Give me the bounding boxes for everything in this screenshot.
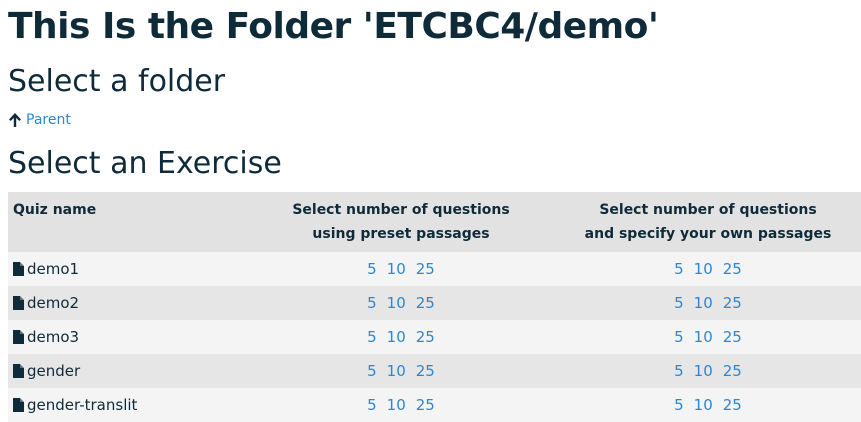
parent-link-row[interactable]: Parent [8, 112, 861, 128]
custom-count-link[interactable]: 25 [722, 260, 742, 278]
quiz-name[interactable]: demo2 [27, 294, 80, 312]
preset-count-link[interactable]: 25 [415, 260, 435, 278]
table-row: demo1 5 10 25 5 10 25 [8, 252, 861, 286]
file-icon [13, 296, 24, 310]
custom-count-link[interactable]: 25 [722, 328, 742, 346]
custom-count-link[interactable]: 10 [693, 294, 713, 312]
preset-count-link[interactable]: 25 [415, 294, 435, 312]
custom-counts-cell: 5 10 25 [555, 286, 861, 320]
preset-count-link[interactable]: 10 [386, 294, 406, 312]
quiz-name[interactable]: demo3 [27, 328, 80, 346]
file-icon [13, 262, 24, 276]
table-row: demo3 5 10 25 5 10 25 [8, 320, 861, 354]
file-icon [13, 398, 24, 412]
select-exercise-heading: Select an Exercise [8, 146, 282, 181]
custom-counts-cell: 5 10 25 [555, 252, 861, 286]
preset-count-link[interactable]: 25 [415, 396, 435, 414]
preset-counts-cell: 5 10 25 [247, 286, 555, 320]
preset-count-link[interactable]: 5 [367, 294, 377, 312]
quiz-item[interactable]: gender-translit [13, 396, 243, 414]
quiz-item[interactable]: gender [13, 362, 243, 380]
custom-counts-cell: 5 10 25 [555, 388, 861, 422]
custom-count-link[interactable]: 5 [674, 260, 684, 278]
custom-count-link[interactable]: 25 [722, 294, 742, 312]
preset-count-link[interactable]: 5 [367, 328, 377, 346]
file-icon [13, 330, 24, 344]
custom-count-link[interactable]: 25 [722, 396, 742, 414]
preset-count-link[interactable]: 10 [386, 260, 406, 278]
custom-count-link[interactable]: 5 [674, 328, 684, 346]
custom-counts-cell: 5 10 25 [555, 320, 861, 354]
custom-count-link[interactable]: 5 [674, 294, 684, 312]
preset-count-link[interactable]: 10 [386, 328, 406, 346]
preset-count-link[interactable]: 5 [367, 260, 377, 278]
preset-counts-cell: 5 10 25 [247, 388, 555, 422]
custom-count-link[interactable]: 10 [693, 396, 713, 414]
custom-count-link[interactable]: 10 [693, 260, 713, 278]
preset-count-link[interactable]: 10 [386, 396, 406, 414]
preset-counts-cell: 5 10 25 [247, 252, 555, 286]
page-title: This Is the Folder 'ETCBC4/demo' [8, 6, 659, 47]
col-header-preset: Select number of questions using preset … [292, 202, 510, 242]
col-header-quiz-name: Quiz name [13, 202, 97, 218]
custom-counts-cell: 5 10 25 [555, 354, 861, 388]
quiz-name[interactable]: gender-translit [27, 396, 138, 414]
col-header-custom: Select number of questions and specify y… [584, 202, 832, 242]
preset-count-link[interactable]: 10 [386, 362, 406, 380]
preset-count-link[interactable]: 5 [367, 362, 377, 380]
exercise-table: Quiz name Select number of questions usi… [8, 192, 861, 422]
preset-count-link[interactable]: 25 [415, 328, 435, 346]
preset-counts-cell: 5 10 25 [247, 354, 555, 388]
custom-count-link[interactable]: 25 [722, 362, 742, 380]
quiz-name-cell: demo3 [8, 320, 247, 354]
file-icon [13, 364, 24, 378]
quiz-item[interactable]: demo1 [13, 260, 243, 278]
quiz-item[interactable]: demo3 [13, 328, 243, 346]
custom-count-link[interactable]: 5 [674, 396, 684, 414]
preset-count-link[interactable]: 25 [415, 362, 435, 380]
quiz-name-cell: demo1 [8, 252, 247, 286]
preset-count-link[interactable]: 5 [367, 396, 377, 414]
preset-counts-cell: 5 10 25 [247, 320, 555, 354]
table-row: gender 5 10 25 5 10 25 [8, 354, 861, 388]
arrow-up-icon [9, 113, 21, 127]
custom-count-link[interactable]: 5 [674, 362, 684, 380]
quiz-name[interactable]: gender [27, 362, 81, 380]
quiz-name-cell: gender [8, 354, 247, 388]
quiz-name-cell: gender-translit [8, 388, 247, 422]
custom-count-link[interactable]: 10 [693, 328, 713, 346]
quiz-name-cell: demo2 [8, 286, 247, 320]
custom-count-link[interactable]: 10 [693, 362, 713, 380]
table-row: demo2 5 10 25 5 10 25 [8, 286, 861, 320]
table-header-row: Quiz name Select number of questions usi… [8, 192, 861, 252]
quiz-name[interactable]: demo1 [27, 260, 80, 278]
parent-link[interactable]: Parent [26, 112, 71, 128]
quiz-item[interactable]: demo2 [13, 294, 243, 312]
select-folder-heading: Select a folder [8, 64, 226, 99]
table-row: gender-translit 5 10 25 5 10 25 [8, 388, 861, 422]
